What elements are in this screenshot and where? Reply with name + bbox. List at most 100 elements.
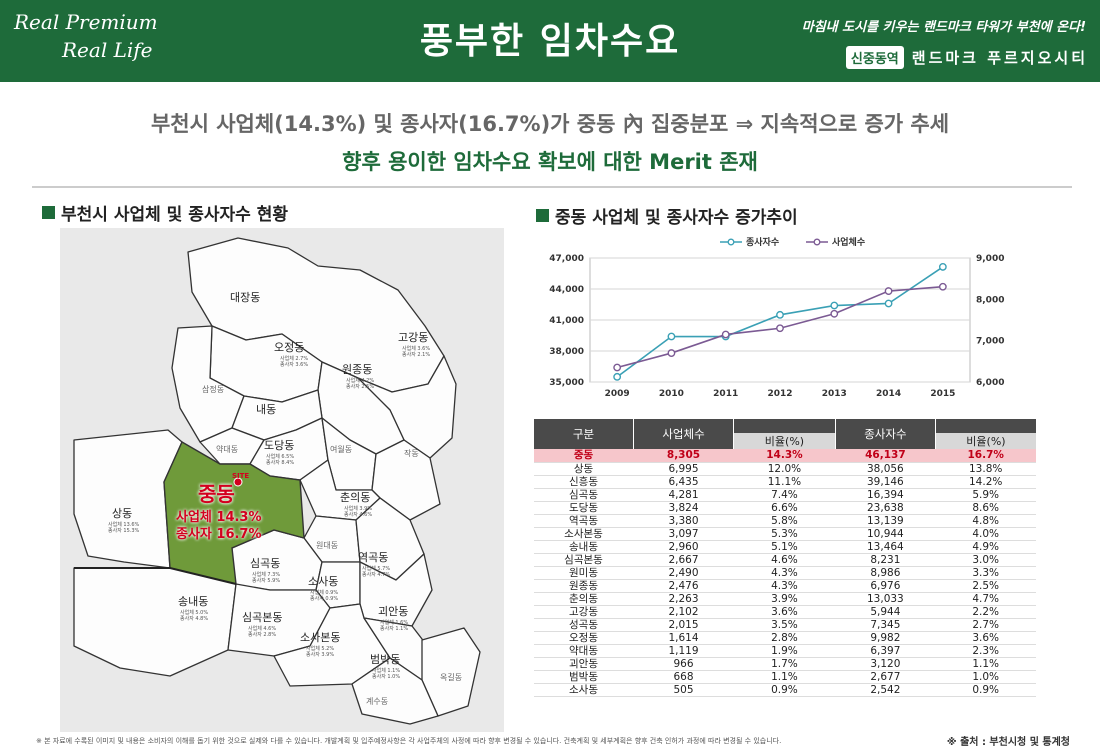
map-stat-sosabon-biz: 사업체 5.2% xyxy=(306,646,335,652)
cell-emp-pct: 4.0% xyxy=(935,527,1036,541)
table-row: 춘의동 2,263 3.9% 13,033 4.7% xyxy=(533,592,1036,606)
cell-name: 신흥동 xyxy=(533,475,634,489)
map-section-title: 부천시 사업체 및 종사자수 현황 xyxy=(42,200,288,225)
cell-name: 송내동 xyxy=(533,540,634,554)
data-point-businesses xyxy=(721,330,730,339)
cell-emp-pct: 4.9% xyxy=(935,540,1036,554)
data-point-employees xyxy=(884,299,893,308)
cell-name: 소사동 xyxy=(533,683,634,697)
cell-emp-pct: 2.2% xyxy=(935,605,1036,619)
map-label-yeowol: 여월동 xyxy=(330,445,353,454)
map-stat-gogang-emp: 종사자 2.1% xyxy=(402,352,431,358)
table-row: 고강동 2,102 3.6% 5,944 2.2% xyxy=(533,605,1036,619)
logo-line-2: Real Life xyxy=(62,38,153,62)
data-point-businesses xyxy=(884,287,893,295)
map-rail-line xyxy=(74,567,237,585)
map-stat-gogang-biz: 사업체 3.6% xyxy=(402,346,431,352)
map-label-jung: 중동 xyxy=(198,482,235,506)
map-label-sosabon: 소사본동 xyxy=(300,631,341,644)
map-stat-simgokbon-biz: 사업체 4.6% xyxy=(248,626,277,632)
cell-biz: 6,995 xyxy=(633,462,734,476)
cell-name: 원미동 xyxy=(533,566,634,580)
map-label-yeokgok: 역곡동 xyxy=(358,551,389,564)
cell-biz-pct: 6.6% xyxy=(733,501,836,515)
cell-emp: 46,137 xyxy=(835,449,936,463)
cell-emp: 13,464 xyxy=(835,540,936,554)
x-tick-label: 2009 xyxy=(605,389,630,399)
map-stat-songnae-biz: 사업체 5.0% xyxy=(180,610,209,616)
cell-name: 약대동 xyxy=(533,644,634,658)
data-point-employees xyxy=(938,263,947,271)
cell-biz-pct: 7.4% xyxy=(733,488,836,502)
y-right-tick-label: 7,000 xyxy=(976,337,1004,347)
y-left-tick-label: 41,000 xyxy=(549,316,584,326)
cell-biz-pct: 3.5% xyxy=(733,618,836,632)
cell-biz-pct: 5.1% xyxy=(733,540,836,554)
map-label-beombak: 범박동 xyxy=(370,653,401,666)
map-label-daejang: 대장동 xyxy=(230,291,261,304)
cell-emp: 38,056 xyxy=(835,462,936,476)
cell-biz: 2,667 xyxy=(633,553,734,567)
table-row: 약대동 1,119 1.9% 6,397 2.3% xyxy=(533,644,1036,658)
col-header-emp-ratio-top xyxy=(934,419,1036,433)
cell-emp-pct: 0.9% xyxy=(935,683,1036,697)
cell-emp-pct: 1.0% xyxy=(935,670,1036,684)
col-header-biz-ratio-top xyxy=(733,419,836,433)
cell-biz: 2,263 xyxy=(633,592,734,606)
tagline: 마침내 도시를 키우는 랜드마크 타워가 부천에 온다! xyxy=(801,20,1086,35)
cell-biz-pct: 11.1% xyxy=(733,475,836,489)
map-stat-simgokbon-emp: 종사자 2.8% xyxy=(248,632,277,638)
map-stat-sang-biz: 사업체 13.6% xyxy=(108,522,140,528)
cell-biz: 3,824 xyxy=(633,501,734,515)
cell-emp: 6,397 xyxy=(835,644,936,658)
cell-biz: 2,476 xyxy=(633,579,734,593)
map-label-okgil: 옥길동 xyxy=(440,673,463,682)
map-stat-wonjong-emp: 종사자 2.5% xyxy=(346,384,375,390)
cell-emp-pct: 8.6% xyxy=(935,501,1036,515)
cell-name: 범박동 xyxy=(533,670,634,684)
map-stat-sosa-emp: 종사자 0.9% xyxy=(310,596,339,602)
district-stats-table: 구분 사업체수 종사자수 비율(%) 비율(%) 중동 8,305 14.3% 46,… xyxy=(533,419,1036,697)
series-line-employees xyxy=(616,266,944,378)
cell-name: 심곡동 xyxy=(533,488,634,502)
map-stat-jung-biz: 사업체 14.3% xyxy=(176,510,262,525)
cell-biz: 4,281 xyxy=(633,488,734,502)
headline-summary: 부천시 사업체(14.3%) 및 종사자(16.7%)가 중동 內 집중분포 ⇒… xyxy=(150,112,950,136)
cell-biz-pct: 0.9% xyxy=(733,683,836,697)
x-tick-label: 2010 xyxy=(659,389,684,399)
cell-emp-pct: 3.0% xyxy=(935,553,1036,567)
cell-name: 중동 xyxy=(533,449,634,463)
map-label-ojeong: 오정동 xyxy=(274,341,305,354)
map-stat-sosabon-emp: 종사자 3.9% xyxy=(306,652,335,658)
cell-emp: 2,677 xyxy=(835,670,936,684)
map-stat-beombak-emp: 종사자 1.0% xyxy=(372,674,401,680)
x-tick-label: 2013 xyxy=(822,389,847,399)
map-stat-yeokgok-biz: 사업체 5.7% xyxy=(362,566,391,572)
legend-label: 종사자수 xyxy=(746,236,779,248)
map-label-nae: 내동 xyxy=(256,403,277,416)
cell-biz-pct: 1.9% xyxy=(733,644,836,658)
cell-biz: 2,960 xyxy=(633,540,734,554)
cell-name: 성곡동 xyxy=(533,618,634,632)
cell-emp: 9,982 xyxy=(835,631,936,645)
table-row: 괴안동 966 1.7% 3,120 1.1% xyxy=(533,657,1036,671)
y-left-tick-label: 44,000 xyxy=(549,285,584,295)
cell-emp: 23,638 xyxy=(835,501,936,515)
table-row: 원미동 2,490 4.3% 8,986 3.3% xyxy=(533,566,1036,580)
trend-chart-svg: 35,000 38,000 41,000 44,000 47,000 6,000 7,000… xyxy=(549,236,1004,399)
headline-merit: 향후 용이한 임차수요 확보에 대한 Merit 존재 xyxy=(342,150,758,174)
table-body: 중동 8,305 14.3% 46,137 16.7% 상동 6,995 12.0% 38,05… xyxy=(533,449,1036,697)
cell-emp: 10,944 xyxy=(835,527,936,541)
x-tick-label: 2015 xyxy=(930,389,955,399)
x-tick-label: 2011 xyxy=(713,389,738,399)
cell-emp-pct: 2.5% xyxy=(935,579,1036,593)
cell-biz-pct: 12.0% xyxy=(733,462,836,476)
col-header-gubun: 구분 xyxy=(533,419,634,449)
district-map-shapes xyxy=(73,237,481,725)
data-point-businesses xyxy=(667,349,676,357)
table-row: 성곡동 2,015 3.5% 7,345 2.7% xyxy=(533,618,1036,632)
cell-biz: 966 xyxy=(633,657,734,671)
map-label-dodang: 도당동 xyxy=(264,439,295,452)
data-point-employees xyxy=(667,332,676,341)
cell-biz-pct: 4.6% xyxy=(733,553,836,567)
